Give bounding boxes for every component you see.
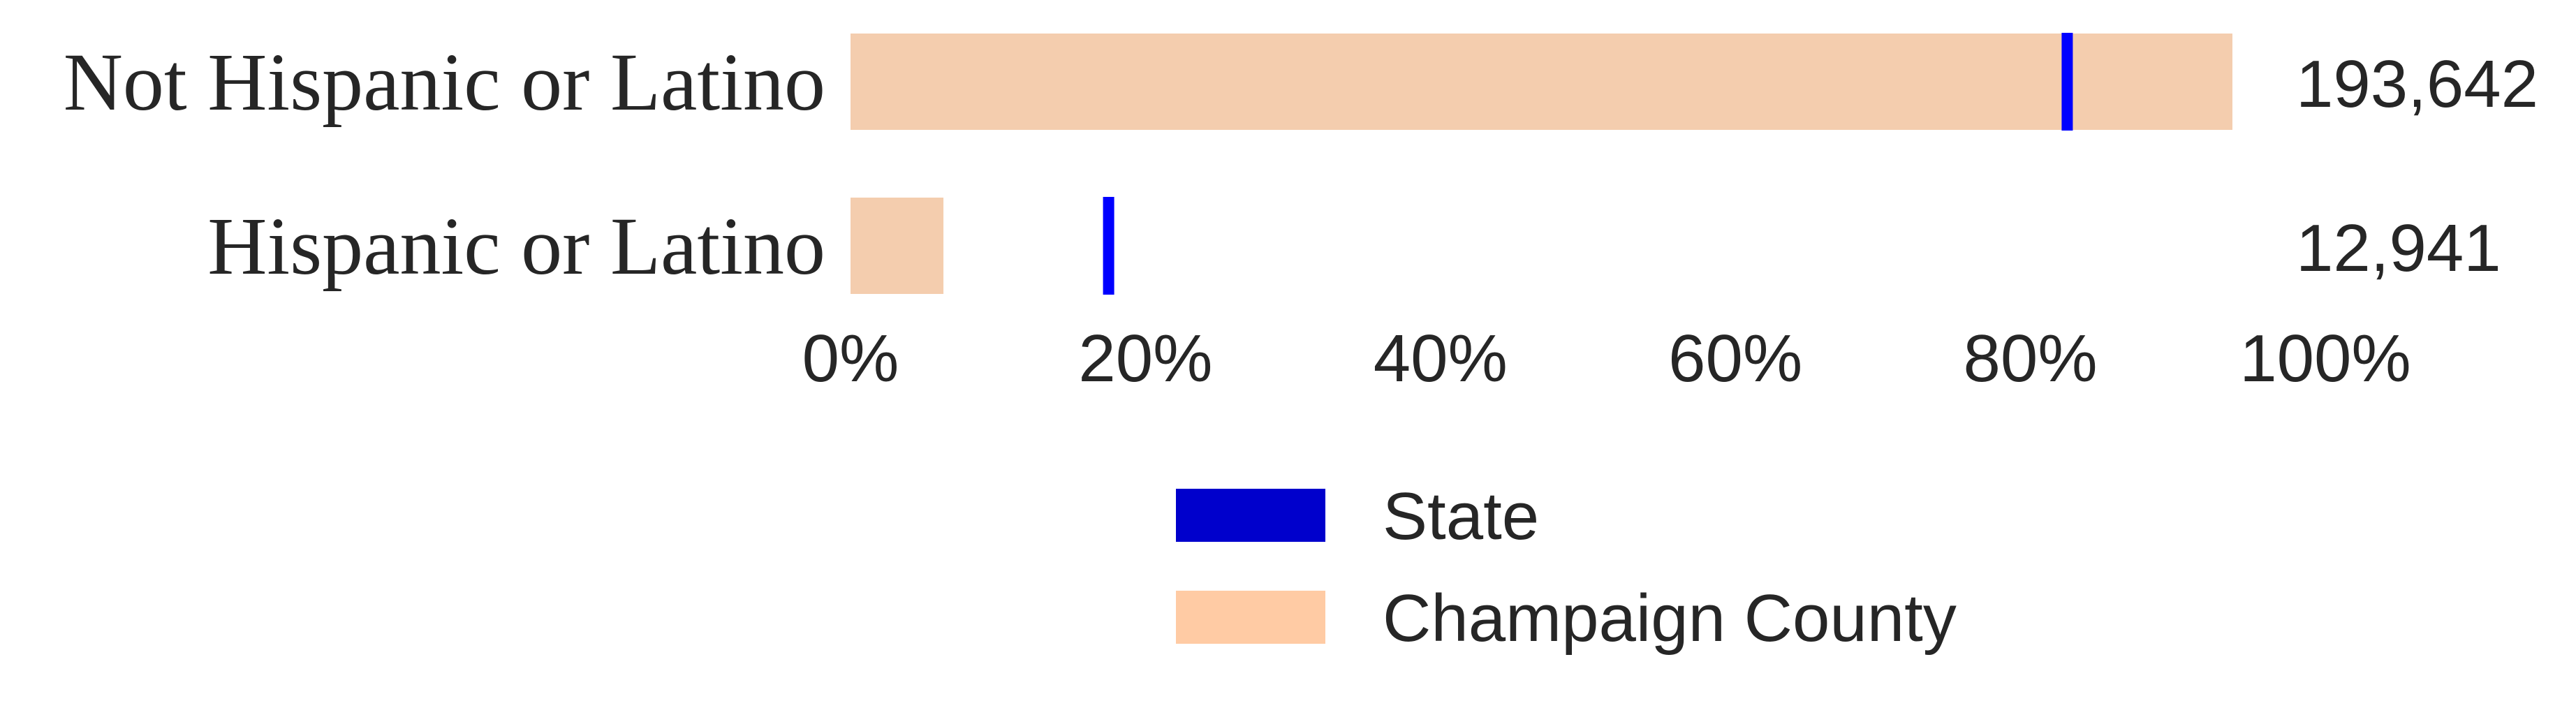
x-tick-label: 80% [1964,321,2098,396]
x-tick-label: 100% [2239,321,2411,396]
x-tick-label: 60% [1668,321,1802,396]
category-labels: Not Hispanic or Latino Hispanic or Latino [64,36,825,292]
state-marker [1103,197,1114,295]
count-labels: 193,642 12,941 [2296,47,2538,286]
count-label: 193,642 [2296,47,2538,121]
bars-layer [851,34,2232,294]
category-label: Hispanic or Latino [207,200,825,292]
count-label: 12,941 [2296,211,2501,286]
legend-swatch [1176,489,1325,542]
county-bar [851,198,944,294]
category-label: Not Hispanic or Latino [64,36,825,128]
county-bar [851,34,2232,130]
x-axis-ticks: 0% 20% 40% 60% 80% 100% [802,321,2411,396]
legend-label: State [1383,479,1539,554]
state-marker [2061,33,2073,131]
legend-swatch [1176,591,1325,644]
legend-label: Champaign County [1383,581,1957,656]
x-tick-label: 0% [802,321,899,396]
legend: State Champaign County [1176,479,1957,656]
x-tick-label: 20% [1078,321,1212,396]
x-tick-label: 40% [1374,321,1508,396]
state-markers-layer [1103,33,2073,295]
